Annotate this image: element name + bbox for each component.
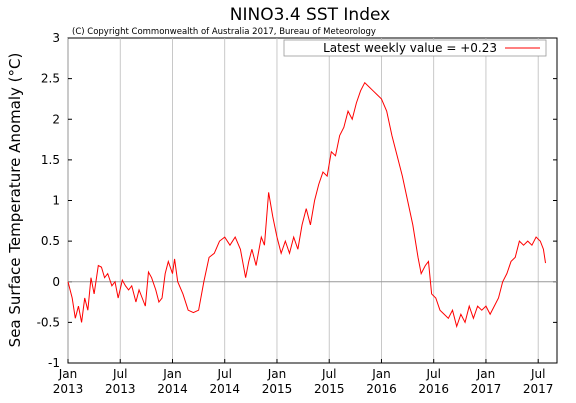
y-tick-label: 3 bbox=[52, 31, 60, 45]
x-tick-label: Jul 2017 bbox=[523, 367, 554, 396]
x-tick-label: Jan 2015 bbox=[262, 367, 293, 396]
x-tick-label: Jul 2016 bbox=[418, 367, 449, 396]
y-tick-label: 2.5 bbox=[41, 72, 60, 86]
plot-area bbox=[67, 37, 558, 364]
x-tick-label: Jan 2014 bbox=[157, 367, 188, 396]
y-axis-label: Sea Surface Temperature Anomaly (°C) bbox=[6, 53, 24, 348]
y-tick-label: -1 bbox=[48, 356, 60, 370]
chart-title: NINO3.4 SST Index bbox=[230, 5, 390, 25]
y-tick-label: 1 bbox=[52, 194, 60, 208]
copyright: (C) Copyright Commonwealth of Australia … bbox=[72, 27, 376, 37]
y-tick-label: 1.5 bbox=[41, 153, 60, 167]
y-tick-label: 2 bbox=[52, 112, 60, 126]
x-tick-label: Jul 2014 bbox=[209, 367, 240, 396]
legend-box bbox=[283, 39, 547, 57]
x-tick-label: Jan 2013 bbox=[53, 367, 84, 396]
x-tick-label: Jan 2017 bbox=[471, 367, 502, 396]
y-tick-label: 0.5 bbox=[41, 234, 60, 248]
x-tick-label: Jan 2016 bbox=[366, 367, 397, 396]
y-tick-label: -0.5 bbox=[37, 315, 60, 329]
x-tick-label: Jul 2013 bbox=[105, 367, 136, 396]
x-tick-label: Jul 2015 bbox=[314, 367, 345, 396]
y-tick-label: 0 bbox=[52, 275, 60, 289]
legend-label: Latest weekly value = +0.23 bbox=[323, 41, 497, 55]
data-line bbox=[67, 81, 547, 329]
